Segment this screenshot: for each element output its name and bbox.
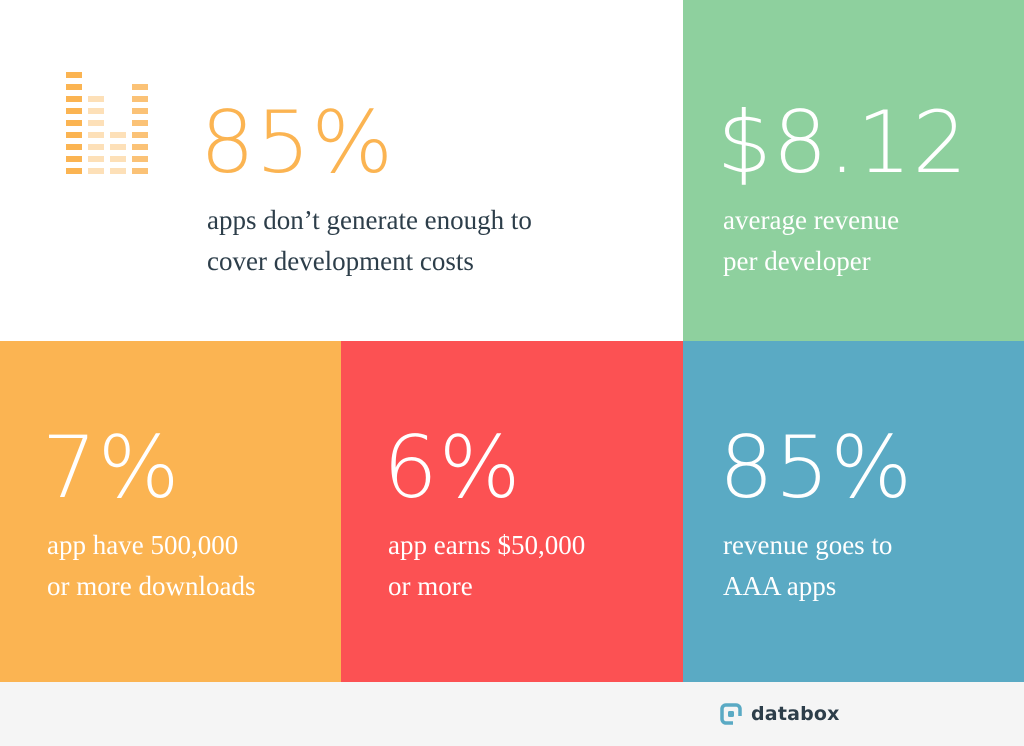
bar-equalizer-icon [66,72,148,174]
stat-description-line: per developer [723,246,871,276]
stat-value-apps-cost: 85% [200,93,395,193]
stat-tile-avg-revenue: $8.12 average revenue per developer [683,0,1024,341]
stat-tile-aaa-revenue: 85% revenue goes to AAA apps [683,341,1024,682]
stat-description-line: average revenue [723,205,900,235]
stat-description-aaa-revenue: revenue goes to AAA apps [723,525,892,607]
stat-description-line: apps don’t generate enough to [207,205,532,235]
stat-value-avg-revenue: $8.12 [717,93,969,193]
footer-bar [0,682,1024,746]
stat-description-line: revenue goes to [723,530,893,560]
stat-value-earnings: 6% [383,418,522,518]
stat-description-line: app earns $50,000 [388,530,586,560]
stat-value-downloads: 7% [42,418,181,518]
databox-logo-icon [720,703,742,725]
stat-tile-earnings: 6% app earns $50,000 or more [341,341,683,682]
stat-description-avg-revenue: average revenue per developer [723,200,899,282]
stat-description-earnings: app earns $50,000 or more [388,525,585,607]
brand-logo: databox [720,700,840,728]
stat-value-aaa-revenue: 85% [719,418,914,518]
stat-description-line: cover development costs [207,246,474,276]
stat-tile-downloads: 7% app have 500,000 or more downloads [0,341,341,682]
stat-tile-apps-cost: 85% apps don’t generate enough to cover … [0,0,683,341]
stat-description-downloads: app have 500,000 or more downloads [47,525,255,607]
stat-description-line: app have 500,000 [47,530,239,560]
stat-description-line: or more [388,571,473,601]
stat-description-line: AAA apps [723,571,837,601]
stat-description-apps-cost: apps don’t generate enough to cover deve… [207,200,532,282]
stat-description-line: or more downloads [47,571,256,601]
brand-name: databox [751,703,840,725]
